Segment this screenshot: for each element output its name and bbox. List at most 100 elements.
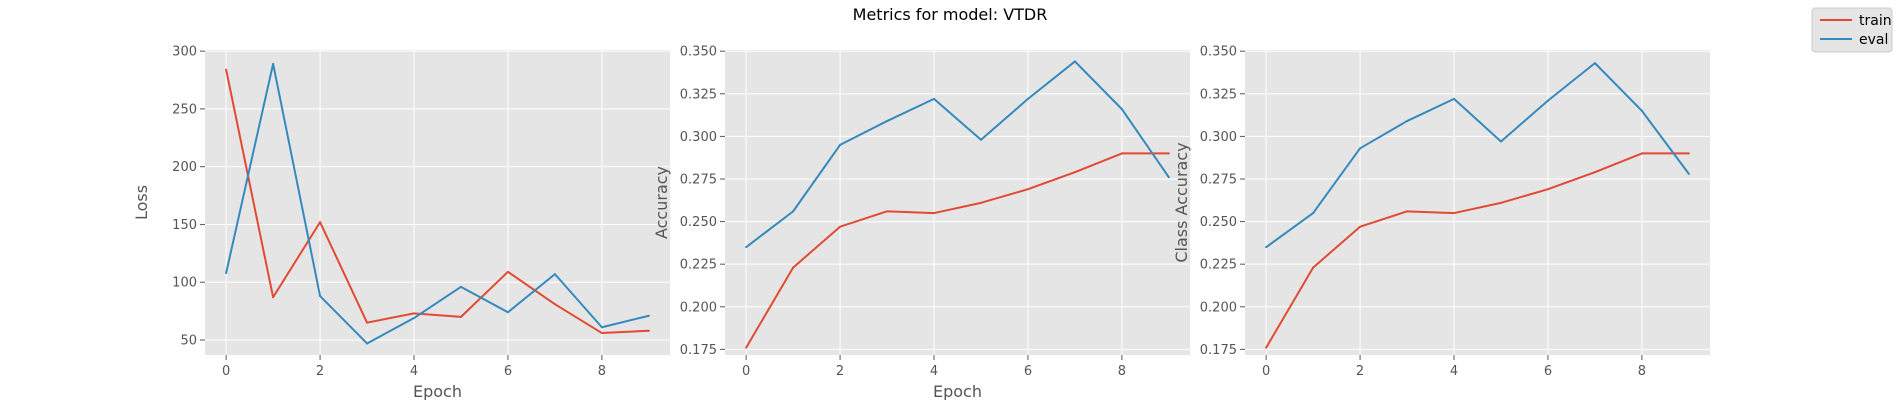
accuracy-plot-area: [725, 50, 1190, 355]
class-accuracy-y-tick-label: 0.300: [1200, 130, 1237, 145]
accuracy-eval-point: [1026, 97, 1029, 100]
class-accuracy-y-tick-label: 0.175: [1200, 343, 1237, 358]
accuracy-train-point: [886, 210, 889, 213]
class-accuracy-y-axis-label: Class Accuracy: [1172, 142, 1191, 262]
accuracy-eval-point: [886, 120, 889, 123]
loss-eval-point: [647, 314, 650, 317]
class-accuracy-train-point: [1546, 188, 1549, 191]
loss-train-point: [366, 321, 369, 324]
loss-y-tick-label: 100: [172, 276, 197, 291]
loss-train-point: [319, 221, 322, 224]
class-accuracy-train-point: [1640, 152, 1643, 155]
figure-title: Metrics for model: VTDR: [853, 5, 1048, 24]
class-accuracy-y-tick-label: 0.225: [1200, 258, 1237, 273]
accuracy-train-line: [745, 152, 1169, 349]
loss-train-point: [225, 68, 228, 71]
loss-x-axis-label: Epoch: [413, 382, 462, 400]
accuracy-eval-line: [745, 60, 1170, 248]
accuracy-y-tick-label: 0.300: [680, 130, 717, 145]
accuracy-x-tick-label: 2: [836, 364, 844, 379]
loss-eval-point: [600, 326, 603, 329]
class-accuracy-train-point: [1359, 225, 1362, 228]
loss-y-tick-label: 200: [172, 160, 197, 175]
accuracy-train-point: [979, 201, 982, 204]
loss-eval-point: [506, 311, 509, 314]
loss-x-tick-label: 6: [504, 364, 512, 379]
class-accuracy-eval-point: [1359, 147, 1362, 150]
class-accuracy-x-tick-label: 0: [1262, 364, 1270, 379]
class-accuracy-y-tick-label: 0.250: [1200, 215, 1237, 230]
accuracy-y-tick-label: 0.200: [680, 300, 717, 315]
accuracy-eval-point: [745, 246, 748, 249]
accuracy-x-tick-label: 4: [930, 364, 938, 379]
class-accuracy-eval-line: [1265, 62, 1690, 248]
loss-x-tick-label: 2: [316, 364, 324, 379]
accuracy-train-point: [1073, 171, 1076, 174]
accuracy-y-tick-label: 0.275: [680, 172, 717, 187]
figure-legend: train eval: [1811, 7, 1893, 53]
accuracy-train-point: [839, 225, 842, 228]
class-accuracy-y-tick-label: 0.350: [1200, 45, 1237, 60]
legend-train-label: train: [1859, 13, 1892, 29]
accuracy-train-point: [1167, 152, 1170, 155]
class-accuracy-y-tick-label: 0.200: [1200, 300, 1237, 315]
class-accuracy-eval-point: [1687, 172, 1690, 175]
class-accuracy-eval-point: [1453, 97, 1456, 100]
class-accuracy-train-point: [1453, 212, 1456, 215]
class-accuracy-x-tick-label: 4: [1450, 364, 1458, 379]
class-accuracy-train-point: [1312, 266, 1315, 269]
accuracy-y-tick-label: 0.350: [680, 45, 717, 60]
loss-train-point: [506, 270, 509, 273]
accuracy-x-tick-label: 8: [1118, 364, 1126, 379]
legend-eval-label: eval: [1859, 32, 1888, 48]
class-accuracy-train-point: [1593, 171, 1596, 174]
accuracy-eval-point: [839, 143, 842, 146]
accuracy-eval-point: [1120, 108, 1123, 111]
class-accuracy-train-line: [1265, 152, 1689, 349]
accuracy-eval-point: [1167, 176, 1170, 179]
class-accuracy-panel: 0.175 0.200 0.225 0.250 0.275 0.300 0.325 0.350…: [1172, 45, 1710, 379]
accuracy-y-tick-label: 0.175: [680, 343, 717, 358]
accuracy-train-point: [933, 212, 936, 215]
class-accuracy-x-tick-label: 8: [1638, 364, 1646, 379]
loss-train-line: [225, 69, 649, 335]
class-accuracy-y-tick-label: 0.275: [1200, 172, 1237, 187]
class-accuracy-eval-point: [1640, 109, 1643, 112]
class-accuracy-eval-point: [1593, 62, 1596, 65]
accuracy-x-tick-label: 0: [742, 364, 750, 379]
class-accuracy-eval-point: [1406, 120, 1409, 123]
class-accuracy-x-tick-label: 2: [1356, 364, 1364, 379]
class-accuracy-y-tick-label: 0.325: [1200, 87, 1237, 102]
accuracy-train-point: [792, 266, 795, 269]
accuracy-train-point: [745, 346, 748, 349]
accuracy-y-axis-label: Accuracy: [652, 166, 671, 239]
class-accuracy-eval-point: [1265, 246, 1268, 249]
class-accuracy-train-point: [1265, 346, 1268, 349]
class-accuracy-train-point: [1406, 210, 1409, 213]
accuracy-y-tick-label: 0.325: [680, 87, 717, 102]
loss-eval-point: [553, 273, 556, 276]
loss-y-axis-label: Loss: [132, 185, 151, 220]
class-accuracy-x-tick-label: 6: [1544, 364, 1552, 379]
class-accuracy-eval-point: [1499, 140, 1502, 143]
loss-y-tick-label: 250: [172, 102, 197, 117]
accuracy-eval-point: [792, 210, 795, 213]
class-accuracy-eval-point: [1546, 99, 1549, 102]
loss-y-tick-label: 50: [180, 333, 197, 348]
accuracy-train-point: [1120, 152, 1123, 155]
loss-eval-point: [413, 317, 416, 320]
loss-eval-point: [459, 285, 462, 288]
loss-train-point: [272, 296, 275, 299]
accuracy-x-tick-label: 6: [1024, 364, 1032, 379]
loss-x-tick-label: 0: [222, 364, 230, 379]
loss-train-point: [647, 329, 650, 332]
accuracy-x-axis-label: Epoch: [933, 382, 982, 400]
loss-eval-point: [272, 62, 275, 65]
loss-train-point: [413, 312, 416, 315]
accuracy-panel: 0.175 0.200 0.225 0.250 0.275 0.300 0.325 0.350…: [652, 45, 1190, 400]
class-accuracy-train-point: [1499, 201, 1502, 204]
loss-eval-point: [319, 295, 322, 298]
loss-x-tick-label: 4: [410, 364, 418, 379]
accuracy-train-point: [1026, 188, 1029, 191]
loss-eval-point: [366, 342, 369, 345]
